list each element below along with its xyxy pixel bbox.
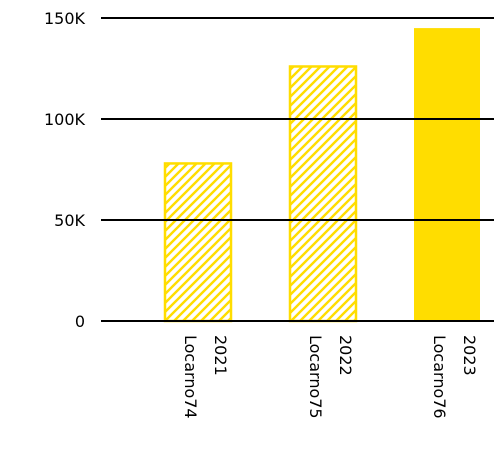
- x-category-edition: Locarno75: [306, 335, 325, 419]
- y-tick-label-150k: 150K: [44, 9, 86, 28]
- x-category-label-locarno76: 2023 Locarno76: [430, 335, 479, 419]
- x-category-edition: Locarno74: [181, 335, 200, 419]
- x-category-year: 2021: [211, 335, 230, 376]
- y-tick-label-0: 0: [75, 312, 85, 331]
- x-category-year: 2023: [460, 335, 479, 376]
- x-category-label-locarno75: 2022 Locarno75: [306, 335, 355, 419]
- gridlines: [101, 17, 494, 322]
- x-category-edition: Locarno76: [430, 335, 449, 419]
- x-category-year: 2022: [336, 335, 355, 376]
- y-tick-label-50k: 50K: [54, 211, 85, 230]
- y-axis-tick-labels: 0 50K 100K 150K: [44, 9, 86, 331]
- bar-locarno74: [163, 162, 233, 323]
- bar-locarno75: [288, 65, 358, 323]
- x-category-label-locarno74: 2021 Locarno74: [181, 335, 230, 419]
- bar-locarno76: [414, 28, 480, 321]
- x-axis-category-labels: 2021 Locarno74 2022 Locarno75 2023 Locarno76: [181, 335, 479, 419]
- bars: [163, 28, 480, 323]
- y-tick-label-100k: 100K: [44, 110, 86, 129]
